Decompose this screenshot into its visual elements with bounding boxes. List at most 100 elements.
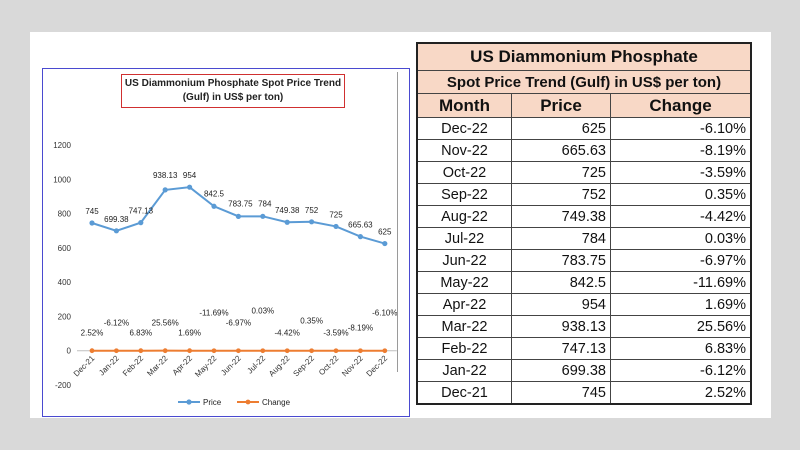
change-cell: 1.69% xyxy=(610,293,752,316)
x-tick-label: Feb-22 xyxy=(121,353,146,378)
change-data-label: -3.59% xyxy=(323,329,348,338)
slide: US Diammonium Phosphate Spot Price Trend… xyxy=(30,32,771,418)
x-tick-label: May-22 xyxy=(193,353,219,379)
price-cell: 752 xyxy=(511,183,611,206)
price-point xyxy=(382,240,388,247)
x-tick-label: Dec-22 xyxy=(365,353,390,378)
month-cell: Dec-21 xyxy=(416,381,512,405)
change-cell: 0.03% xyxy=(610,227,752,250)
change-cell: -6.12% xyxy=(610,359,752,382)
price-point xyxy=(187,184,193,190)
change-point xyxy=(211,348,217,354)
change-data-label: -11.69% xyxy=(199,309,228,318)
price-cell: 783.75 xyxy=(511,249,611,272)
price-cell: 954 xyxy=(511,293,611,316)
price-point xyxy=(235,213,241,219)
change-data-label: 25.56% xyxy=(152,319,179,328)
y-tick-label: -200 xyxy=(55,381,72,390)
price-point xyxy=(357,234,363,240)
y-tick-label: 1000 xyxy=(53,175,71,184)
month-cell: Apr-22 xyxy=(416,293,512,316)
price-point xyxy=(284,219,290,225)
line-chart: -200 0 200 400 600 800 1000 1200 745 699.38747.13… xyxy=(53,141,397,407)
x-tick-label: Nov-22 xyxy=(340,353,365,378)
change-data-label: -6.12% xyxy=(104,319,129,328)
price-cell: 784 xyxy=(511,227,611,250)
table-row: Mar-22 938.13 25.56% xyxy=(416,315,752,338)
change-data-label: -4.42% xyxy=(275,329,300,338)
month-cell: Nov-22 xyxy=(416,139,512,162)
price-data-label: 745 xyxy=(85,207,99,216)
change-data-label: 0.03% xyxy=(251,307,274,316)
divider xyxy=(397,72,398,372)
table-row: Dec-22 625 -6.10% xyxy=(416,117,752,140)
x-tick-label: Oct-22 xyxy=(317,353,341,377)
month-cell: Jun-22 xyxy=(416,249,512,272)
y-tick-label: 1200 xyxy=(53,141,71,150)
change-data-label: 6.83% xyxy=(129,329,152,338)
change-point xyxy=(114,348,119,354)
table-row: Apr-22 954 1.69% xyxy=(416,293,752,316)
change-data-label: -6.10% xyxy=(372,309,397,318)
change-cell: -6.10% xyxy=(610,117,752,140)
chart-frame: US Diammonium Phosphate Spot Price Trend… xyxy=(42,68,410,417)
price-cell: 625 xyxy=(511,117,611,140)
change-data-label: 2.52% xyxy=(81,329,104,338)
change-point xyxy=(382,348,388,354)
price-cell: 665.63 xyxy=(511,139,611,162)
month-cell: Jan-22 xyxy=(416,359,512,382)
change-data-label: 1.69% xyxy=(178,329,201,338)
change-cell: -8.19% xyxy=(610,139,752,162)
price-data-label: 752 xyxy=(305,206,319,215)
change-cell: -6.97% xyxy=(610,249,752,272)
price-data-label: 842.5 xyxy=(204,189,225,198)
table-row: Sep-22 752 0.35% xyxy=(416,183,752,206)
x-tick-label: Sep-22 xyxy=(291,353,316,378)
change-cell: -11.69% xyxy=(610,271,752,294)
month-cell: Dec-22 xyxy=(416,117,512,140)
price-point xyxy=(333,223,339,230)
change-point xyxy=(333,348,339,354)
change-cell: 0.35% xyxy=(610,183,752,206)
price-data-label: 665.63 xyxy=(348,221,373,230)
price-point xyxy=(113,228,119,234)
table-body: Dec-22 625 -6.10% Nov-22 665.63 -8.19% Oct-22 7… xyxy=(416,117,752,405)
change-data-label: -6.97% xyxy=(226,319,251,328)
x-tick-label: Aug-22 xyxy=(267,353,292,378)
change-point xyxy=(236,348,241,354)
legend-change-label: Change xyxy=(262,398,291,407)
change-cell: -3.59% xyxy=(610,161,752,184)
month-cell: Oct-22 xyxy=(416,161,512,184)
price-data-label: 783.75 xyxy=(228,199,253,208)
change-point xyxy=(284,348,290,354)
table-title: US Diammonium Phosphate xyxy=(416,42,752,71)
y-tick-label: 400 xyxy=(58,278,72,287)
x-tick-label: Dec-21 xyxy=(72,353,97,378)
change-point xyxy=(187,348,193,354)
chart-title-line-1: US Diammonium Phosphate Spot Price Trend xyxy=(124,78,342,89)
change-cell: -4.42% xyxy=(610,205,752,228)
y-tick-label: 800 xyxy=(58,210,72,219)
price-cell: 725 xyxy=(511,161,611,184)
change-point xyxy=(89,348,95,354)
month-cell: Aug-22 xyxy=(416,205,512,228)
table-subtitle-row: Spot Price Trend (Gulf) in US$ per ton) xyxy=(416,70,752,94)
month-cell: May-22 xyxy=(416,271,512,294)
table-header-row: Month Price Change xyxy=(416,93,752,118)
price-cell: 747.13 xyxy=(511,337,611,360)
y-tick-label: 200 xyxy=(58,312,72,321)
x-tick-label: Jan-22 xyxy=(97,353,121,377)
month-cell: Mar-22 xyxy=(416,315,512,338)
price-data-label: 749.38 xyxy=(275,206,300,215)
legend-price-marker xyxy=(186,399,192,405)
price-data-label: 954 xyxy=(183,171,197,180)
table-row: Nov-22 665.63 -8.19% xyxy=(416,139,752,162)
table-row: Feb-22 747.13 6.83% xyxy=(416,337,752,360)
chart-title-line-2: (Gulf) in US$ per ton) xyxy=(182,92,284,103)
price-data-label: 938.13 xyxy=(153,171,178,180)
legend-change-marker xyxy=(245,399,251,405)
change-point xyxy=(358,348,363,354)
change-cell: 6.83% xyxy=(610,337,752,360)
price-table: US Diammonium Phosphate Spot Price Trend… xyxy=(416,42,752,405)
legend-price-label: Price xyxy=(203,398,222,407)
